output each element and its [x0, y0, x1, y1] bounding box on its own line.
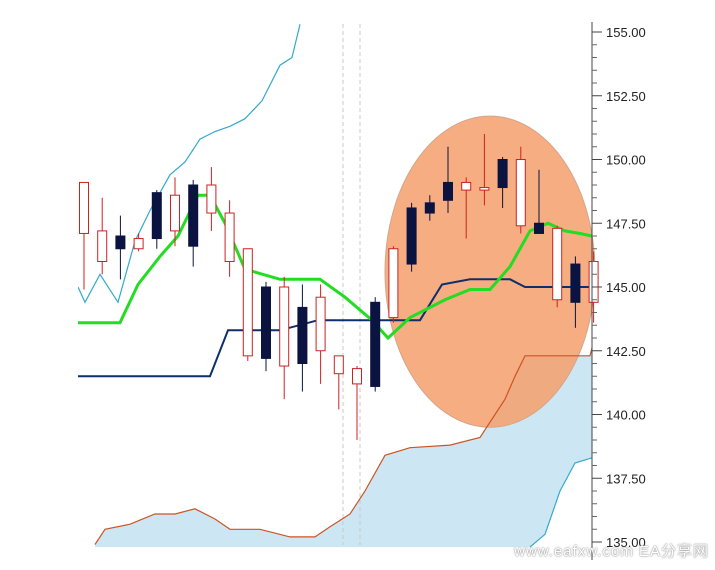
candle-body — [170, 194, 180, 232]
candle-body — [497, 159, 508, 189]
candle-body — [242, 248, 253, 357]
candle-body — [261, 286, 271, 359]
candles-layer — [79, 134, 599, 440]
candle-6 — [170, 177, 180, 247]
candle-17 — [370, 297, 381, 392]
candle-body — [352, 368, 362, 385]
candle-body — [406, 207, 417, 265]
candle-body — [79, 181, 89, 234]
candle-5 — [151, 190, 162, 249]
candle-21 — [443, 146, 453, 214]
candle-3 — [115, 215, 126, 280]
candle-body — [133, 238, 144, 250]
candle-body — [224, 212, 235, 263]
senkou-span-b-line-lower — [529, 457, 592, 548]
candle-19 — [406, 202, 417, 272]
senkou-span-a-line — [94, 348, 592, 545]
candle-9 — [224, 200, 235, 277]
candle-body — [206, 184, 217, 214]
candle-body — [515, 159, 526, 227]
candle-18 — [388, 246, 399, 323]
candle-body — [588, 261, 599, 303]
highlight-layer — [384, 115, 596, 428]
candle-body — [97, 230, 108, 262]
price-tick-label: 145.00 — [606, 280, 646, 295]
candle-body — [534, 222, 544, 234]
candle-2 — [97, 197, 108, 275]
candle-26 — [534, 169, 544, 234]
candle-23 — [479, 134, 490, 206]
price-tick-label: 155.00 — [606, 25, 646, 40]
candle-12 — [279, 276, 290, 400]
candle-body — [297, 306, 308, 364]
candle-4 — [133, 233, 144, 252]
candle-24 — [497, 156, 508, 208]
candle-7 — [188, 179, 199, 267]
price-tick-label: 142.50 — [606, 344, 646, 359]
candle-14 — [315, 284, 326, 384]
candle-10 — [242, 248, 253, 361]
candle-body — [151, 192, 162, 240]
candle-15 — [333, 355, 344, 410]
candle-body — [115, 235, 126, 250]
candle-20 — [424, 195, 435, 221]
candle-25 — [515, 146, 526, 234]
candle-body — [461, 181, 472, 191]
candle-8 — [206, 167, 217, 231]
candle-body — [315, 296, 326, 352]
candle-13 — [297, 284, 308, 392]
price-tick-label: 152.50 — [606, 89, 646, 104]
candle-27 — [552, 225, 563, 308]
candle-body — [388, 248, 399, 319]
candle-body — [570, 263, 581, 303]
senkou-span-b-line — [78, 24, 301, 304]
candle-body — [188, 184, 199, 247]
price-axis: 135.00 137.50 140.00 142.50 145.00 147.50 150.… — [591, 22, 646, 560]
candle-body — [333, 355, 344, 375]
candle-16 — [352, 366, 362, 440]
price-tick-label: 147.50 — [606, 216, 646, 231]
ichimoku-cloud-fill — [95, 348, 592, 548]
price-tick-label: 137.50 — [606, 471, 646, 486]
candle-body — [279, 286, 290, 367]
candle-body — [424, 202, 435, 214]
price-tick-label: 135.00 — [606, 535, 646, 550]
candle-28 — [570, 256, 581, 328]
highlight-ellipse — [384, 115, 596, 428]
ichimoku-cloud-layer — [95, 348, 592, 548]
candle-body — [479, 187, 490, 191]
candle-body — [443, 181, 453, 201]
watermark: www.eafxw.com EA分享网 — [514, 543, 709, 560]
candle-22 — [461, 177, 472, 239]
candle-body — [370, 301, 381, 387]
candle-body — [552, 227, 563, 301]
candle-11 — [261, 281, 271, 372]
price-tick-label: 150.00 — [606, 153, 646, 168]
guide-lines-layer — [342, 24, 361, 545]
candle-1 — [79, 181, 89, 290]
price-tick-label: 140.00 — [606, 408, 646, 423]
